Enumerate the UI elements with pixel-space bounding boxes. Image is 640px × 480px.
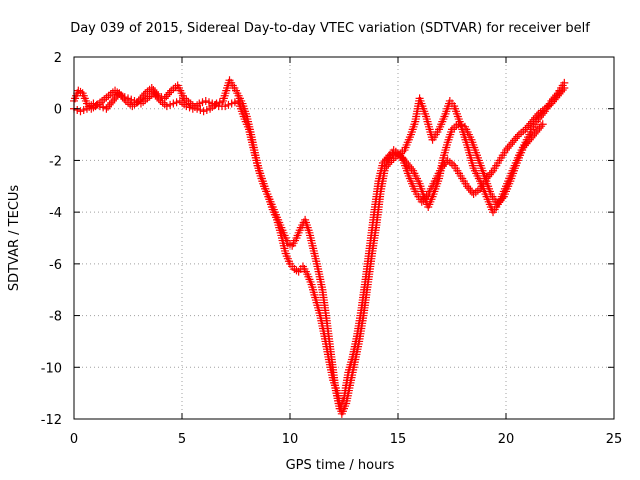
data-point <box>102 93 111 102</box>
y-tick-label: 0 <box>54 103 62 118</box>
data-point <box>538 120 547 129</box>
axis-ticks <box>73 56 615 420</box>
x-tick-label: 25 <box>606 432 623 447</box>
data-point <box>120 95 129 104</box>
data-point <box>169 84 178 93</box>
data-point <box>165 88 174 97</box>
data-point <box>292 266 301 275</box>
data-point <box>473 186 482 195</box>
data-point <box>407 164 416 173</box>
data-point <box>128 102 137 111</box>
x-axis-label: GPS time / hours <box>286 458 395 473</box>
data-point <box>498 194 507 203</box>
data-point <box>448 159 456 168</box>
data-point <box>98 96 107 105</box>
y-axis-label: SDTVAR / TECUs <box>7 185 22 292</box>
y-tick-label: -6 <box>49 258 62 273</box>
x-tick-label: 5 <box>178 432 186 447</box>
x-tick-label: 15 <box>390 432 407 447</box>
data-point <box>537 122 546 131</box>
data-point <box>539 109 548 118</box>
data-point <box>519 127 528 136</box>
y-tick-label: -2 <box>49 154 62 169</box>
data-point <box>100 95 109 104</box>
data-markers <box>70 76 569 418</box>
x-tick-label: 10 <box>282 432 299 447</box>
x-tick-label: 20 <box>498 432 515 447</box>
y-tick-label: -8 <box>49 310 62 325</box>
data-point <box>445 158 454 167</box>
data-point <box>552 91 561 100</box>
data-point <box>471 188 480 197</box>
chart-title: Day 039 of 2015, Sidereal Day-to-day VTE… <box>70 21 590 36</box>
data-point <box>145 92 154 101</box>
data-point <box>139 91 148 100</box>
data-point <box>171 83 180 92</box>
data-point <box>513 132 522 141</box>
data-point <box>152 89 161 98</box>
grid <box>74 57 614 419</box>
y-tick-label: -4 <box>49 206 62 221</box>
y-tick-label: 2 <box>54 51 62 66</box>
data-point <box>487 168 496 177</box>
data-point <box>560 78 569 87</box>
y-tick-label: -12 <box>41 413 62 428</box>
y-tick-label: -10 <box>41 361 62 376</box>
plot-frame <box>73 56 615 420</box>
data-point <box>143 87 152 96</box>
x-tick-label: 0 <box>70 432 78 447</box>
data-point <box>517 128 526 137</box>
data-point <box>158 98 167 107</box>
